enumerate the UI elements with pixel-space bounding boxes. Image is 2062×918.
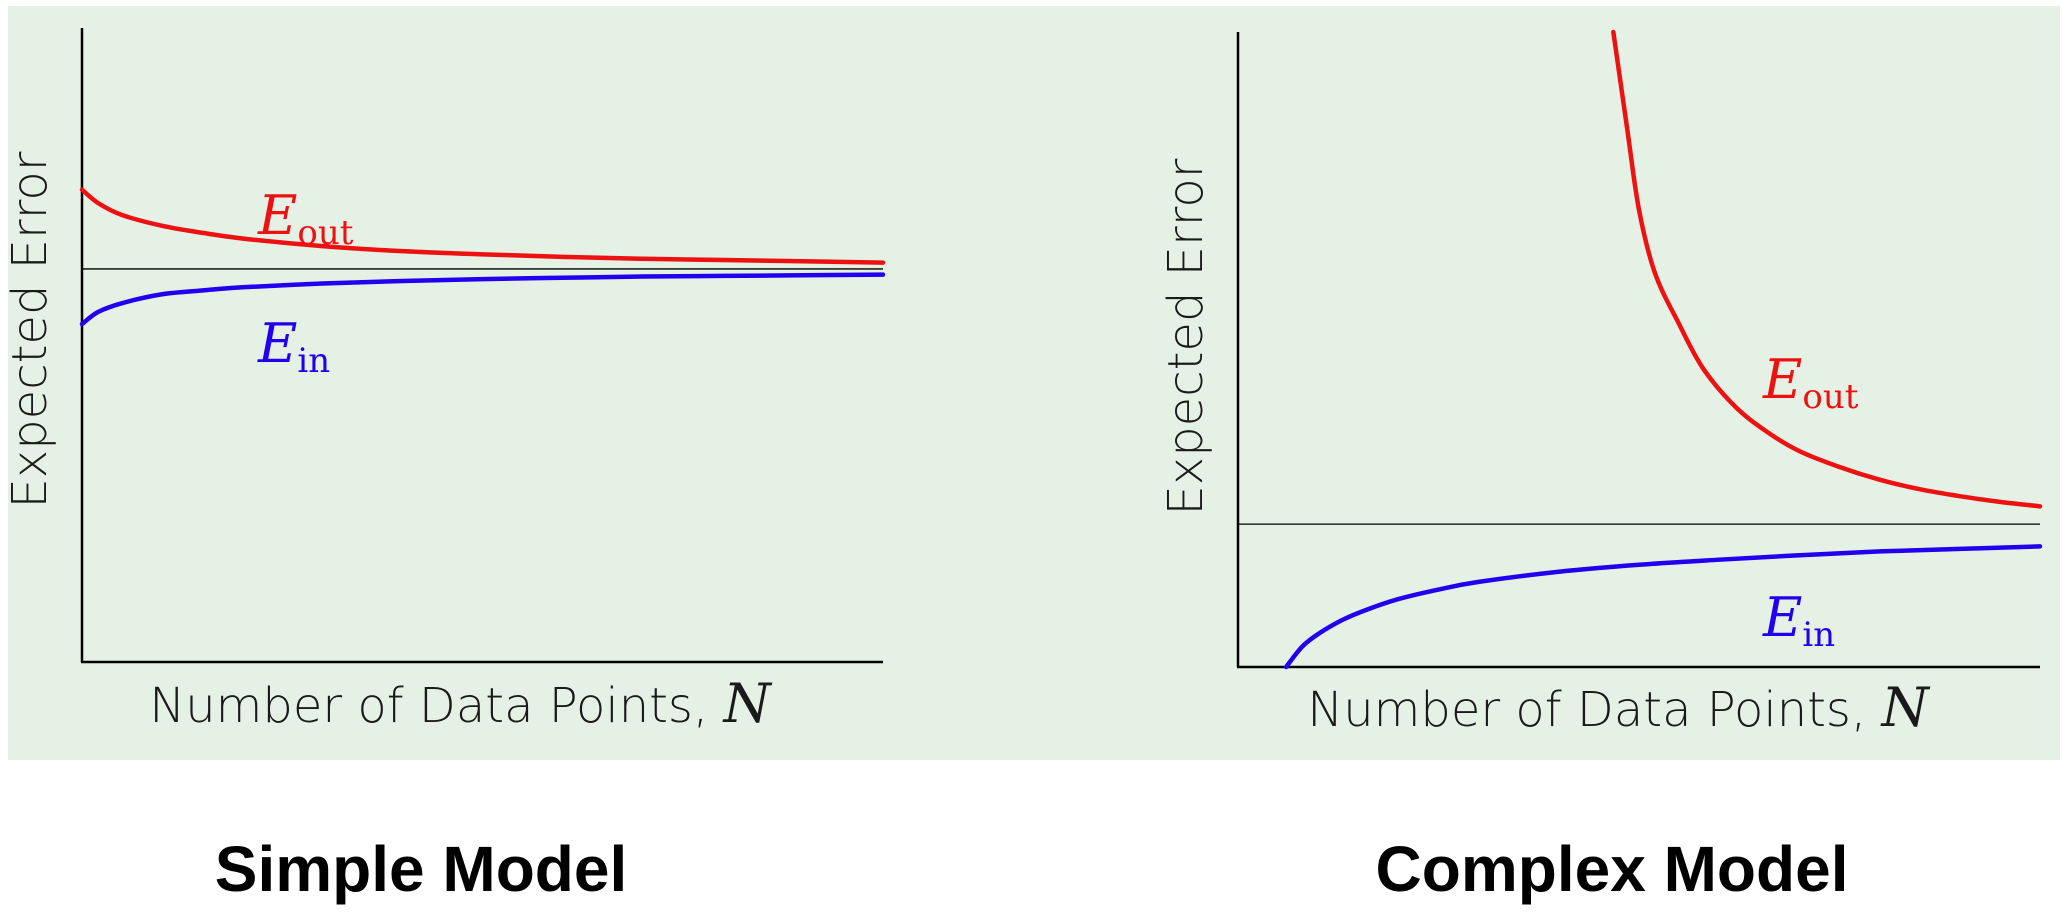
e-out-label: Eout — [257, 184, 354, 253]
simple-model-caption: Simple Model — [214, 833, 628, 905]
e-out-label: Eout — [1762, 348, 1859, 417]
y-axis-label: Expected Error — [1158, 158, 1214, 515]
e-in-curve — [79, 272, 886, 327]
e-out-curve — [1611, 29, 2043, 509]
e-in-label: Ein — [1762, 586, 1835, 655]
plot-panel — [8, 6, 2060, 760]
simple-model-chart: Eout Ein Expected Error Number of Data Poin… — [2, 28, 886, 735]
e-out-curve — [79, 187, 886, 265]
x-axis-label: Number of Data Points, N — [1307, 676, 1930, 739]
e-in-label: Ein — [257, 312, 330, 381]
y-axis-label: Expected Error — [2, 151, 58, 508]
complex-model-caption: Complex Model — [1375, 833, 1849, 905]
x-axis-label: Number of Data Points, N — [149, 672, 772, 735]
e-in-curve — [1283, 544, 2043, 670]
complex-model-chart: Eout Ein Expected Error Number of Data Poin… — [1158, 29, 2043, 739]
